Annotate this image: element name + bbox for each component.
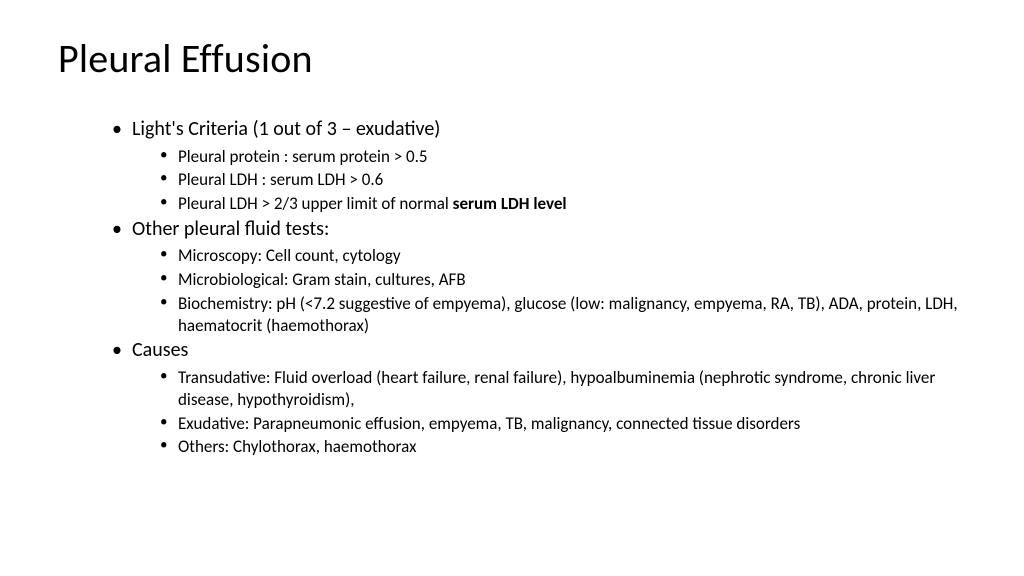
list-item-text: Pleural protein : serum protein > 0.5 xyxy=(178,146,428,167)
bullet-list-level2: Pleural protein : serum protein > 0.5 Pl… xyxy=(160,146,966,215)
list-item-text: Pleural LDH > 2/3 upper limit of normal xyxy=(178,193,453,214)
list-item-text: Biochemistry: pH (<7.2 suggestive of emp… xyxy=(178,293,958,336)
list-item-bold: serum LDH level xyxy=(453,193,567,214)
slide: { "title": "Pleural Effusion", "sections… xyxy=(0,0,1024,576)
bullet-list-level2: Transudative: Fluid overload (heart fail… xyxy=(160,367,966,458)
bullet-list-level1: Light's Criteria (1 out of 3 – exudative… xyxy=(112,117,966,458)
list-item: Pleural LDH : serum LDH > 0.6 xyxy=(160,169,966,191)
section-heading: Other pleural fluid tests: xyxy=(132,217,329,241)
list-item-text: Transudative: Fluid overload (heart fail… xyxy=(178,367,935,410)
list-item-text: Microscopy: Cell count, cytology xyxy=(178,245,401,266)
section-heading: Light's Criteria (1 out of 3 – exudative… xyxy=(132,117,440,141)
list-item-text: Pleural LDH : serum LDH > 0.6 xyxy=(178,169,383,190)
list-item-text: Exudative: Parapneumonic effusion, empye… xyxy=(178,413,800,434)
list-item: Microbiological: Gram stain, cultures, A… xyxy=(160,269,966,291)
list-item: Biochemistry: pH (<7.2 suggestive of emp… xyxy=(160,293,966,337)
section-heading: Causes xyxy=(132,338,188,362)
list-item: Transudative: Fluid overload (heart fail… xyxy=(160,367,966,411)
slide-title: Pleural Effusion xyxy=(58,34,966,83)
section-lights-criteria: Light's Criteria (1 out of 3 – exudative… xyxy=(112,117,966,215)
slide-content: Light's Criteria (1 out of 3 – exudative… xyxy=(58,117,966,458)
list-item: Pleural protein : serum protein > 0.5 xyxy=(160,146,966,168)
bullet-list-level2: Microscopy: Cell count, cytology Microbi… xyxy=(160,245,966,336)
list-item: Microscopy: Cell count, cytology xyxy=(160,245,966,267)
list-item-text: Others: Chylothorax, haemothorax xyxy=(178,436,416,457)
list-item-text: Microbiological: Gram stain, cultures, A… xyxy=(178,269,466,290)
list-item: Exudative: Parapneumonic effusion, empye… xyxy=(160,413,966,435)
list-item: Pleural LDH > 2/3 upper limit of normal … xyxy=(160,193,966,215)
list-item: Others: Chylothorax, haemothorax xyxy=(160,436,966,458)
section-other-tests: Other pleural fluid tests: Microscopy: C… xyxy=(112,217,966,337)
section-causes: Causes Transudative: Fluid overload (hea… xyxy=(112,338,966,458)
